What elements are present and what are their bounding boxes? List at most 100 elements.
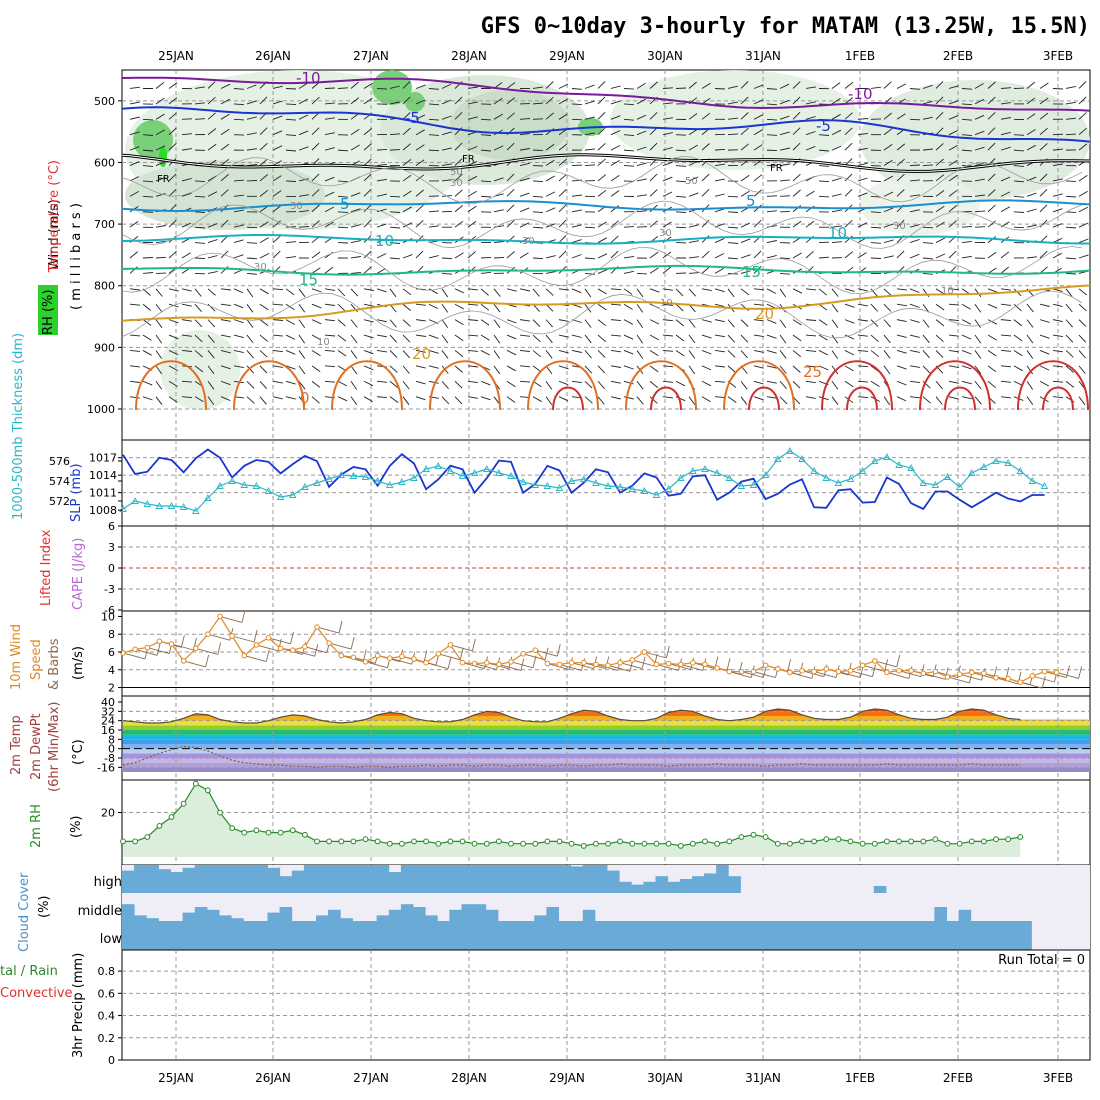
rh-point bbox=[799, 838, 805, 845]
upper-wind-barb bbox=[571, 303, 582, 309]
upper-wind-barb bbox=[649, 204, 658, 213]
upper-wind-barb bbox=[298, 98, 308, 105]
upper-wind-barb bbox=[1078, 190, 1088, 197]
upper-wind-barb bbox=[506, 142, 515, 151]
upper-wind-barb bbox=[974, 334, 982, 344]
upper-wind-barb bbox=[662, 161, 673, 166]
upper-wind-barb bbox=[389, 242, 401, 244]
thickness-point bbox=[361, 473, 370, 480]
cloud-bar-middle bbox=[267, 912, 281, 921]
upper-wind-barb bbox=[870, 334, 879, 343]
upper-wind-barb bbox=[701, 250, 710, 259]
upper-wind-barb bbox=[740, 270, 751, 274]
upper-wind-barb bbox=[753, 204, 762, 213]
wind-barb-flag bbox=[447, 656, 452, 669]
cloud-bar-high bbox=[328, 865, 341, 893]
upper-wind-barb bbox=[1078, 350, 1086, 359]
upper-wind-barb bbox=[987, 220, 996, 228]
upper-wind-barb bbox=[207, 350, 215, 359]
thickness-point bbox=[398, 478, 406, 485]
upper-wind-barb bbox=[935, 221, 945, 228]
upper-wind-barb bbox=[558, 288, 569, 291]
thickness-point bbox=[228, 477, 236, 484]
upper-wind-barb bbox=[844, 303, 855, 308]
wind-barb-flag bbox=[253, 629, 258, 643]
thickness-point bbox=[288, 491, 297, 498]
temp-band bbox=[122, 753, 1090, 758]
upper-wind-barb bbox=[740, 254, 751, 259]
upper-wind-barb bbox=[584, 164, 596, 166]
rh-point bbox=[981, 838, 987, 845]
upper-wind-barb bbox=[701, 112, 711, 120]
upper-wind-barb bbox=[233, 118, 245, 121]
wind-speed-point bbox=[193, 645, 199, 652]
cloud-bar-low bbox=[982, 921, 996, 950]
wind-speed-point bbox=[835, 668, 842, 675]
rh-point bbox=[374, 838, 381, 845]
upper-wind-barb bbox=[1000, 146, 1011, 151]
upper-wind-barb bbox=[467, 349, 479, 352]
isotherm-10 bbox=[121, 234, 1090, 245]
cloud-bar-middle bbox=[413, 907, 426, 921]
cloud-bar-high bbox=[461, 865, 475, 893]
wind-barb-shaft bbox=[559, 664, 582, 671]
upper-wind-barb bbox=[194, 226, 206, 229]
isotherm-5 bbox=[121, 199, 1091, 213]
cloud-bar-high bbox=[267, 867, 281, 893]
cloud-bar-low bbox=[922, 921, 935, 950]
upper-wind-barb bbox=[168, 188, 177, 197]
upper-wind-barb bbox=[961, 303, 971, 310]
thickness-point bbox=[834, 479, 843, 486]
upper-wind-barb bbox=[298, 365, 306, 375]
upper-wind-barb bbox=[207, 191, 218, 197]
rh-point bbox=[762, 834, 769, 840]
upper-wind-barb bbox=[220, 158, 230, 166]
upper-wind-barb bbox=[168, 350, 179, 356]
upper-wind-barb bbox=[662, 117, 673, 120]
upper-wind-barb bbox=[636, 178, 647, 182]
upper-wind-barb bbox=[441, 380, 449, 390]
upper-wind-barb bbox=[636, 272, 648, 275]
upper-wind-barb bbox=[480, 334, 490, 341]
upper-wind-barb bbox=[1078, 143, 1088, 151]
upper-wind-barb bbox=[207, 223, 218, 228]
upper-wind-barb bbox=[259, 127, 268, 136]
upper-wind-barb bbox=[558, 173, 567, 182]
thickness-point bbox=[798, 455, 806, 462]
cloud-bar-low bbox=[570, 921, 584, 950]
thickness-point bbox=[652, 491, 661, 498]
cloud-bar-high bbox=[619, 881, 632, 893]
upper-wind-barb bbox=[142, 396, 153, 401]
upper-wind-barb bbox=[493, 365, 501, 375]
upper-wind-barb bbox=[714, 268, 724, 274]
rh-point bbox=[302, 831, 308, 838]
upper-wind-barb bbox=[194, 118, 206, 120]
upper-wind-barb bbox=[194, 319, 203, 328]
upper-wind-barb bbox=[779, 83, 790, 89]
upper-wind-barb bbox=[740, 350, 748, 359]
upper-wind-barb bbox=[415, 99, 426, 105]
upper-wind-barb bbox=[259, 319, 269, 326]
day-label-top: 30JAN bbox=[647, 49, 683, 63]
upper-wind-barb bbox=[909, 253, 920, 259]
cloud-bar-low bbox=[497, 921, 511, 950]
wind-barb-shaft bbox=[316, 626, 340, 634]
upper-wind-barb bbox=[636, 319, 644, 329]
upper-wind-barb bbox=[740, 143, 749, 151]
upper-wind-barb bbox=[194, 350, 203, 358]
wind-barb-flag bbox=[532, 655, 537, 668]
upper-wind-barb bbox=[519, 380, 531, 383]
upper-wind-barb bbox=[714, 303, 725, 308]
upper-wind-barb bbox=[246, 350, 254, 359]
precip-frame bbox=[121, 949, 1091, 1061]
upper-wind-barb bbox=[753, 219, 762, 228]
upper-wind-barb bbox=[298, 194, 309, 197]
upper-wind-barb bbox=[441, 115, 452, 120]
thickness-point bbox=[325, 475, 333, 482]
wind-speed-point bbox=[581, 659, 587, 666]
thickness-point bbox=[567, 477, 576, 484]
upper-wind-barb bbox=[584, 100, 595, 105]
cloud-bar-high bbox=[413, 865, 426, 893]
wind-speed-point bbox=[399, 653, 405, 660]
thickness-point bbox=[155, 502, 164, 509]
